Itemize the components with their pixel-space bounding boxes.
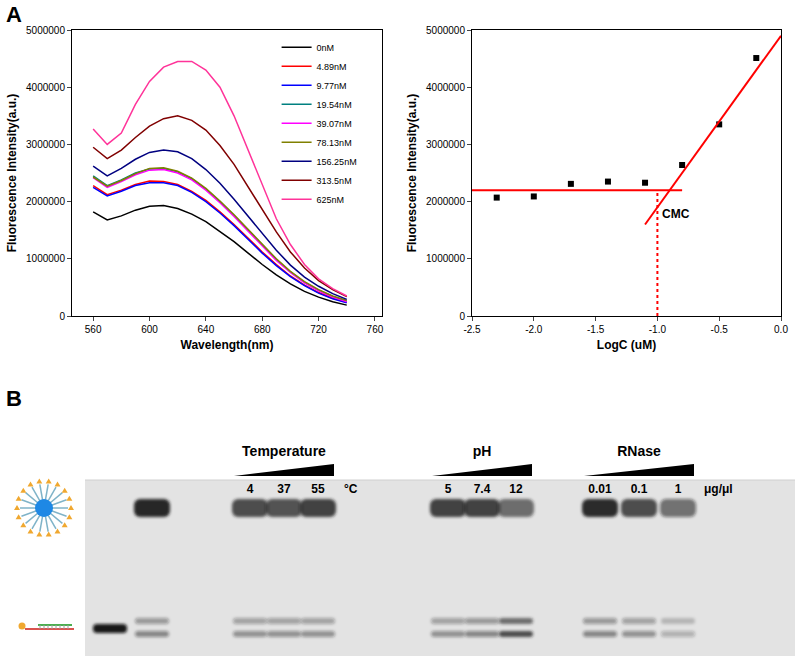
svg-text:12: 12 xyxy=(509,482,523,496)
svg-text:2000000: 2000000 xyxy=(26,196,65,207)
html-text:A: A xyxy=(6,2,22,27)
svg-text:0: 0 xyxy=(59,311,65,322)
svg-text:680: 680 xyxy=(254,324,271,335)
svg-text:-2.5: -2.5 xyxy=(463,324,481,335)
svg-text:37: 37 xyxy=(277,482,291,496)
svg-text:Fluorescence Intensity(a.u.): Fluorescence Intensity(a.u.) xyxy=(5,94,19,253)
svg-text:0.01: 0.01 xyxy=(588,482,612,496)
svg-text:RNase: RNase xyxy=(617,443,661,459)
svg-text:3000000: 3000000 xyxy=(426,139,465,150)
svg-text:-1.0: -1.0 xyxy=(649,324,667,335)
svg-text:4000000: 4000000 xyxy=(26,82,65,93)
svg-text:9.77nM: 9.77nM xyxy=(317,81,347,91)
svg-text:Fluorescence Intensity(a.u.): Fluorescence Intensity(a.u.) xyxy=(405,94,419,253)
svg-text:0: 0 xyxy=(459,311,465,322)
svg-text:313.5nM: 313.5nM xyxy=(317,176,352,186)
svg-text:4000000: 4000000 xyxy=(426,82,465,93)
svg-text:pH: pH xyxy=(473,443,492,459)
svg-text:CMC: CMC xyxy=(662,207,690,221)
svg-text:2000000: 2000000 xyxy=(426,196,465,207)
svg-text:625nM: 625nM xyxy=(317,195,345,205)
svg-text:-1.5: -1.5 xyxy=(587,324,605,335)
svg-text:156.25nM: 156.25nM xyxy=(317,157,357,167)
svg-text:55: 55 xyxy=(311,482,325,496)
svg-text:°C: °C xyxy=(344,482,358,496)
svg-text:560: 560 xyxy=(85,324,102,335)
svg-text:3000000: 3000000 xyxy=(26,139,65,150)
svg-text:39.07nM: 39.07nM xyxy=(317,119,352,129)
svg-text:640: 640 xyxy=(198,324,215,335)
svg-text:1000000: 1000000 xyxy=(426,253,465,264)
svg-text:Wavelength(nm): Wavelength(nm) xyxy=(181,338,274,352)
svg-text:0.1: 0.1 xyxy=(631,482,648,496)
svg-text:78.13nM: 78.13nM xyxy=(317,138,352,148)
svg-text:5000000: 5000000 xyxy=(426,25,465,36)
svg-text:720: 720 xyxy=(310,324,327,335)
svg-text:LogC (uM): LogC (uM) xyxy=(597,338,656,352)
svg-text:5: 5 xyxy=(445,482,452,496)
svg-text:-0.5: -0.5 xyxy=(711,324,729,335)
svg-text:1000000: 1000000 xyxy=(26,253,65,264)
svg-text:760: 760 xyxy=(367,324,384,335)
svg-text:7.4: 7.4 xyxy=(474,482,491,496)
svg-text:0.0: 0.0 xyxy=(774,324,788,335)
svg-text:B: B xyxy=(6,386,22,411)
svg-text:4: 4 xyxy=(247,482,254,496)
svg-text:5000000: 5000000 xyxy=(26,25,65,36)
svg-text:0nM: 0nM xyxy=(317,43,335,53)
svg-text:1: 1 xyxy=(675,482,682,496)
svg-text:Temperature: Temperature xyxy=(242,443,326,459)
svg-text:-2.0: -2.0 xyxy=(525,324,543,335)
svg-text:μg/μl: μg/μl xyxy=(704,482,733,496)
svg-text:600: 600 xyxy=(141,324,158,335)
svg-text:19.54nM: 19.54nM xyxy=(317,100,352,110)
svg-text:4.89nM: 4.89nM xyxy=(317,62,347,72)
